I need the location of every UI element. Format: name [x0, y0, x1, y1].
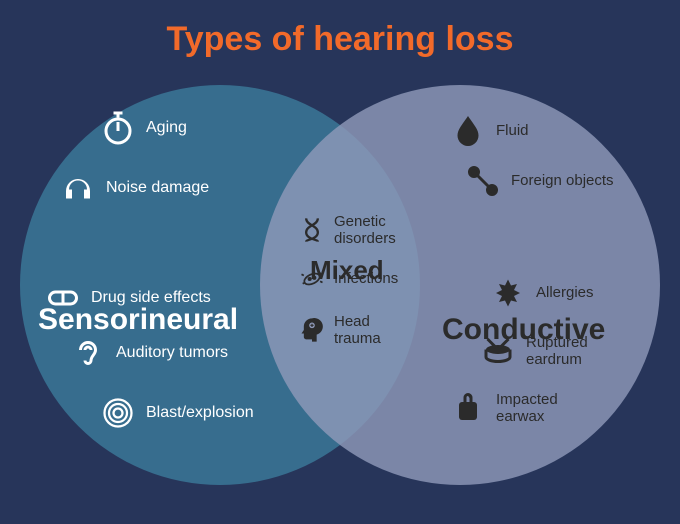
item-label: Allergies	[536, 284, 594, 301]
item-label: Drug side effects	[91, 289, 211, 307]
page-title: Types of hearing loss	[0, 0, 680, 59]
item-label: Geneticdisorders	[334, 213, 396, 248]
headphones-icon	[60, 170, 96, 206]
leaf-icon	[490, 275, 526, 311]
item-label: Blast/explosion	[146, 404, 254, 422]
item-aging: Aging	[100, 110, 187, 146]
item-label: Headtrauma	[334, 313, 381, 348]
bacteria-icon	[298, 265, 326, 293]
item-label: Aging	[146, 119, 187, 137]
item-drug-side-effects: Drug side effects	[45, 280, 211, 316]
item-noise-damage: Noise damage	[60, 170, 209, 206]
drum-icon	[480, 333, 516, 369]
venn-diagram: Sensorineural Mixed Conductive Aging Noi…	[0, 85, 680, 515]
item-auditory-tumors: Auditory tumors	[70, 335, 228, 371]
item-label: Noise damage	[106, 179, 209, 197]
earwax-icon	[450, 390, 486, 426]
item-label: Fluid	[496, 122, 529, 139]
item-label: Impactedearwax	[496, 391, 558, 426]
item-impacted-earwax: Impactedearwax	[450, 390, 558, 426]
item-label: Auditory tumors	[116, 344, 228, 362]
item-foreign-objects: Foreign objects	[465, 163, 614, 199]
item-fluid: Fluid	[450, 113, 529, 149]
item-head-trauma: Headtrauma	[298, 313, 381, 348]
stopwatch-icon	[100, 110, 136, 146]
blast-icon	[100, 395, 136, 431]
ear-icon	[70, 335, 106, 371]
head-icon	[298, 316, 326, 344]
item-label: Foreign objects	[511, 172, 614, 189]
foreign-icon	[465, 163, 501, 199]
dna-icon	[298, 216, 326, 244]
pill-icon	[45, 280, 81, 316]
item-ruptured-eardrum: Rupturedeardrum	[480, 333, 588, 369]
item-label: Infections	[334, 270, 398, 287]
drop-icon	[450, 113, 486, 149]
item-blast: Blast/explosion	[100, 395, 254, 431]
item-allergies: Allergies	[490, 275, 594, 311]
item-infections: Infections	[298, 265, 398, 293]
item-genetic: Geneticdisorders	[298, 213, 396, 248]
item-label: Rupturedeardrum	[526, 334, 588, 369]
